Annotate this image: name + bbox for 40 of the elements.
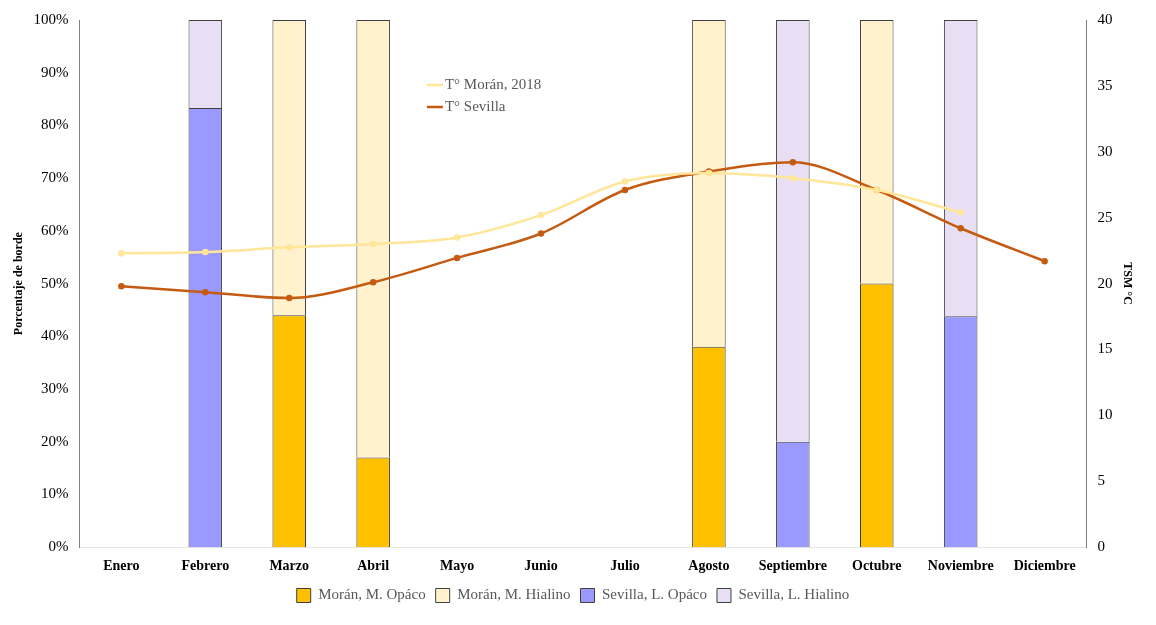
- x-tick-label: Septiembre: [758, 558, 827, 574]
- x-tick-label: Julio: [610, 558, 640, 574]
- y2-axis-title: TSM °C: [1120, 262, 1135, 305]
- x-tick-label: Diciembre: [1013, 558, 1076, 574]
- y-tick-label: 50%: [40, 274, 69, 291]
- y-tick-label: 0%: [48, 538, 69, 555]
- y2-tick-label: 15: [1097, 340, 1113, 357]
- y2-tick-label: 25: [1097, 208, 1113, 225]
- y2-tick-label: 5: [1097, 472, 1106, 489]
- y-tick-label: 40%: [40, 327, 69, 344]
- y-tick-label: 80%: [40, 116, 69, 133]
- y-tick-label: 30%: [40, 379, 69, 396]
- legend-label: Sevilla, L. Opáco: [602, 586, 707, 603]
- x-tick-label: Noviembre: [927, 558, 994, 574]
- x-tick-label: Abril: [357, 558, 390, 574]
- y-tick-label: 70%: [40, 169, 69, 186]
- x-tick-label: Junio: [524, 558, 558, 574]
- y2-tick-label: 30: [1097, 142, 1113, 159]
- legend-label: Morán, M. Hialino: [457, 586, 571, 603]
- y2-tick-label: 20: [1097, 274, 1113, 291]
- y-axis-title: Porcentaje de borde: [11, 231, 26, 336]
- x-tick-label: Mayo: [439, 558, 475, 574]
- legend-label: T° Sevilla: [444, 97, 506, 114]
- x-tick-label: Febrero: [181, 558, 230, 574]
- y-tick-label: 20%: [40, 432, 69, 449]
- legend-label: Morán, M. Opáco: [318, 586, 426, 603]
- x-tick-label: Marzo: [269, 558, 310, 574]
- legend-label: T° Morán, 2018: [444, 75, 542, 92]
- y2-tick-label: 40: [1097, 10, 1113, 27]
- y-tick-label: 90%: [40, 63, 69, 80]
- y-tick-label: 60%: [40, 221, 69, 238]
- x-tick-label: Enero: [103, 558, 140, 574]
- x-tick-label: Agosto: [688, 558, 730, 574]
- y2-tick-label: 35: [1097, 76, 1113, 93]
- y2-tick-label: 10: [1097, 406, 1113, 423]
- y2-tick-label: 0: [1097, 538, 1106, 555]
- y-tick-label: 10%: [40, 485, 69, 502]
- x-tick-label: Octubre: [852, 558, 902, 574]
- y-tick-label: 100%: [33, 10, 69, 27]
- legend-label: Sevilla, L. Hialino: [738, 586, 850, 603]
